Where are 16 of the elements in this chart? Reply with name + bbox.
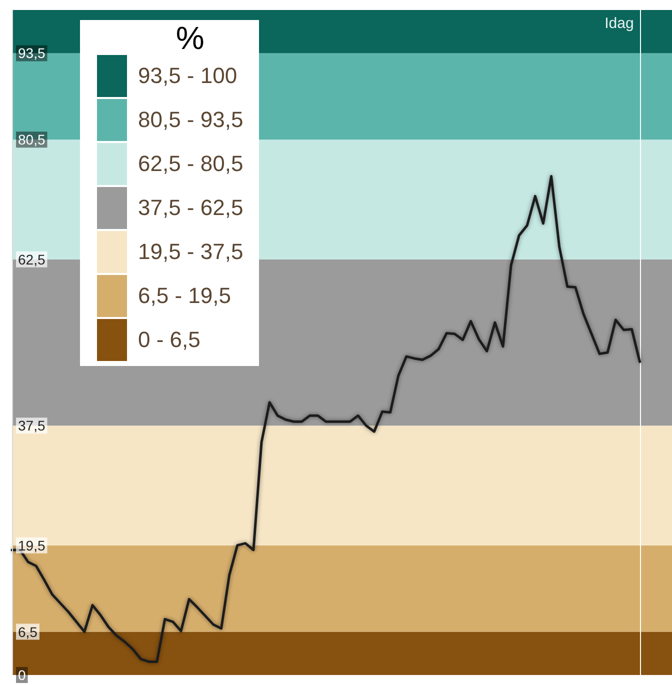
line-series [10,175,642,663]
y-tick-label: 93,5 [18,45,46,62]
legend-label: 0 - 6,5 [138,327,200,353]
legend-label: 37,5 - 62,5 [138,195,244,221]
legend-title: % [174,20,206,56]
y-tick-label: 6,5 [18,624,38,640]
band-label: 80,5 - 93,5 [138,107,244,133]
y-tick-label: 37,5 [18,418,46,434]
y-tick-label: 62,5 [18,251,46,268]
legend-label: 93,5 - 100 [138,63,238,89]
legend-label: 6,5 - 19,5 [138,283,231,309]
y-tick-label: 80,5 [18,132,46,148]
legend-label: 19,5 - 37,5 [138,239,244,265]
text: Idag [604,15,634,32]
band-label: 62,5 - 80,5 [138,151,244,177]
y-tick-label: 19,5 [18,537,46,554]
